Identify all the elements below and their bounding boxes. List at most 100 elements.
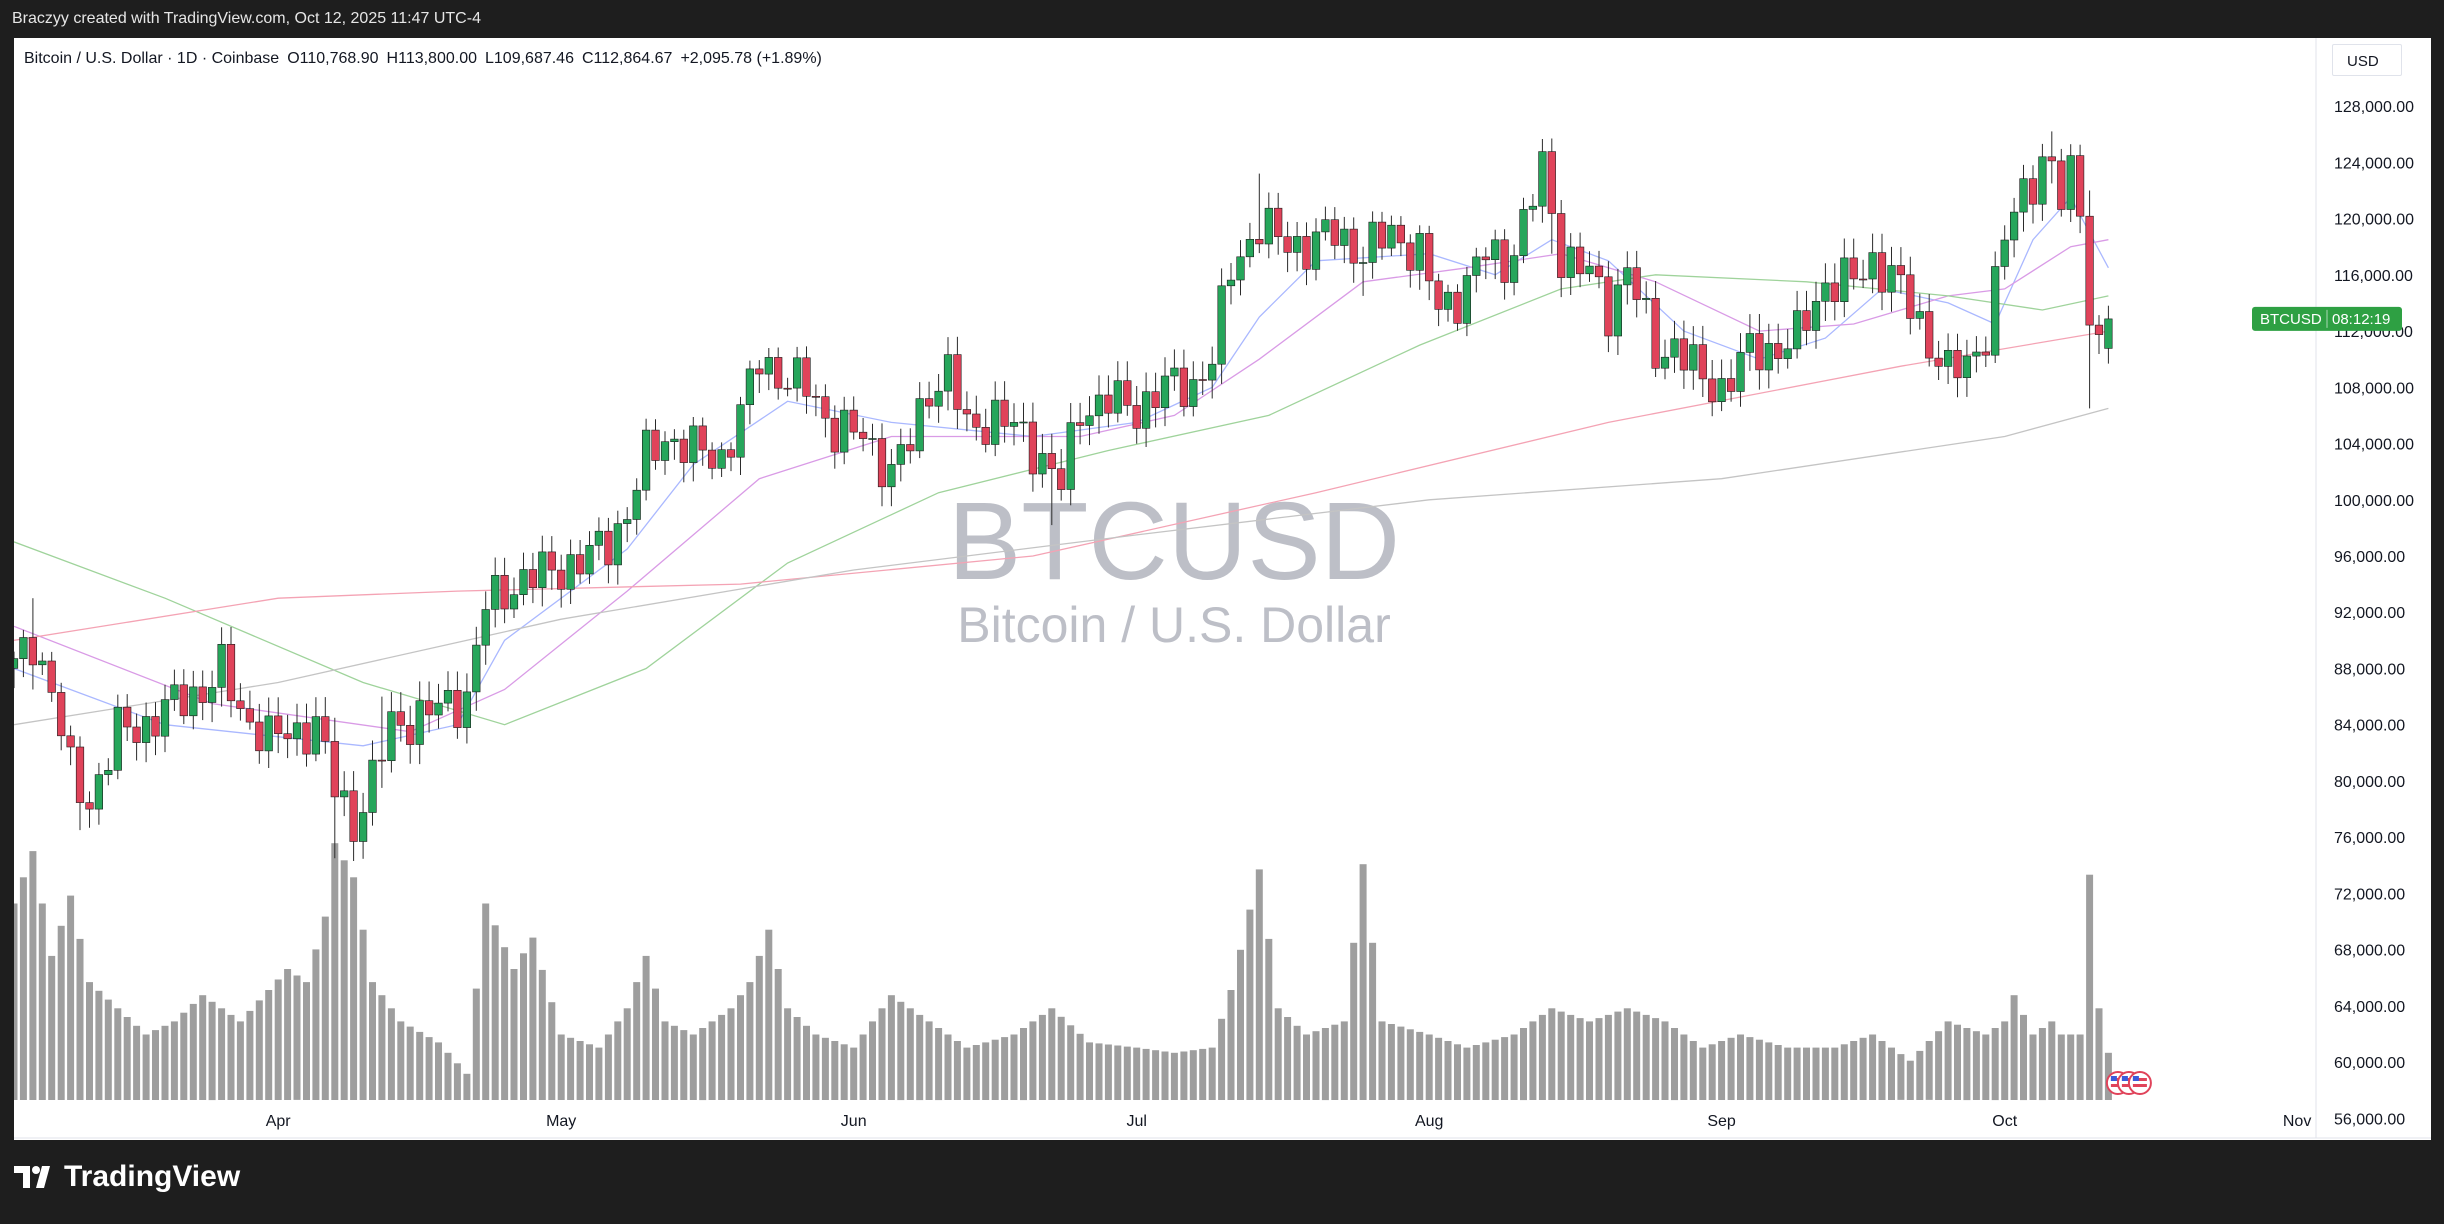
chart-frame[interactable]: BTCUSD Bitcoin / U.S. Dollar 128,000.00 1… — [14, 38, 2431, 1140]
volume-bar — [1152, 1050, 1160, 1100]
candle-body — [321, 716, 330, 742]
volume-bar — [2010, 995, 2018, 1100]
candle-body — [1132, 405, 1141, 429]
volume-bar — [472, 988, 480, 1100]
candle-body — [415, 700, 424, 745]
candle-body — [538, 551, 547, 589]
volume-bar — [1878, 1041, 1886, 1100]
volume-bar — [1972, 1031, 1980, 1100]
candle-body — [1387, 224, 1396, 249]
y-tick-label: 72,000.00 — [2334, 886, 2405, 903]
volume-bar — [1359, 864, 1367, 1100]
candle-body — [1849, 257, 1858, 280]
volume-bar — [746, 982, 754, 1100]
volume-bar — [586, 1044, 593, 1100]
x-tick-label-aug: Aug — [1415, 1113, 1443, 1130]
candle-body — [726, 449, 736, 458]
y-tick-label: 96,000.00 — [2334, 549, 2405, 566]
volume-bar — [1699, 1047, 1707, 1100]
volume-bar — [784, 1008, 792, 1100]
volume-bar — [1548, 1008, 1556, 1100]
candle-body — [1094, 394, 1104, 417]
candle-body — [585, 544, 594, 575]
volume-bar — [840, 1044, 848, 1100]
volume-bar — [1246, 909, 1254, 1100]
candle-body — [142, 716, 151, 743]
candle-body — [1311, 231, 1321, 270]
candle-body — [396, 711, 405, 726]
candle-body — [1330, 219, 1339, 246]
volume-bar — [1538, 1014, 1546, 1100]
candle-body — [594, 530, 603, 546]
currency-button[interactable]: USD — [2332, 44, 2402, 76]
volume-bar — [1057, 1016, 1065, 1100]
candle-body — [1519, 209, 1528, 256]
volume-bar — [529, 937, 537, 1100]
candle-body — [1368, 221, 1377, 263]
candle-body — [972, 413, 981, 428]
volume-bar — [67, 895, 75, 1100]
volume-bar — [1369, 942, 1377, 1100]
volume-bar — [1991, 1028, 1999, 1101]
candle-body — [858, 431, 868, 439]
candle-body — [1481, 256, 1490, 261]
footer-brand: TradingView — [14, 1160, 240, 1194]
candle-body — [1019, 421, 1028, 424]
volume-bar — [991, 1039, 999, 1100]
candle-body — [2085, 215, 2094, 326]
volume-bar — [2020, 1014, 2027, 1101]
volume-bar — [359, 929, 367, 1100]
candle-body — [1925, 311, 1934, 359]
candle-body — [575, 554, 585, 575]
candle-body — [1764, 343, 1773, 371]
volume-bar — [1321, 1028, 1329, 1101]
candle-body — [283, 733, 292, 740]
volume-bar — [1406, 1029, 1414, 1100]
price-chart-svg[interactable]: 128,000.00 124,000.00 120,000.00 116,000.00… — [14, 38, 2431, 1140]
volume-bar — [1001, 1037, 1009, 1100]
x-tick-label-oct: Oct — [1992, 1113, 2017, 1130]
candle-body — [764, 357, 773, 375]
candle-body — [424, 700, 434, 716]
candle-body — [755, 368, 764, 375]
candle-body — [887, 464, 896, 488]
volume-bar — [1133, 1047, 1141, 1100]
candle-body — [1255, 239, 1264, 245]
candle-body — [943, 354, 953, 392]
volume-bar — [520, 953, 527, 1100]
candle-body — [774, 357, 783, 389]
candle-body — [198, 686, 207, 703]
volume-bar — [1869, 1034, 1877, 1100]
volume-bar — [1529, 1021, 1537, 1100]
volume-bar — [1982, 1034, 1990, 1100]
legend-high: H113,800.00 — [386, 50, 477, 67]
volume-bar — [1520, 1028, 1527, 1101]
volume-bar — [1718, 1041, 1726, 1100]
volume-bar — [1746, 1037, 1754, 1100]
volume-bar — [642, 955, 650, 1100]
volume-bar — [944, 1034, 952, 1100]
candle-body — [1104, 394, 1113, 414]
candle-body — [1113, 380, 1122, 414]
volume-bar — [1567, 1014, 1575, 1100]
volume-bar — [463, 1073, 471, 1100]
volume-bar — [1331, 1024, 1339, 1100]
candle-body — [1170, 367, 1179, 377]
y-tick-label: 84,000.00 — [2334, 718, 2405, 735]
volume-bar — [1435, 1037, 1443, 1100]
candle-body — [1425, 233, 1434, 282]
volume-bar — [548, 1002, 556, 1100]
volume-bar — [1831, 1047, 1839, 1100]
tradingview-logo-icon — [14, 1166, 50, 1188]
candle-body — [1859, 278, 1868, 281]
volume-bar — [265, 990, 273, 1100]
candle-body — [453, 689, 462, 728]
y-tick-label: 100,000.00 — [2334, 493, 2414, 510]
candle-body — [1689, 344, 1698, 371]
volume-bar — [1076, 1033, 1084, 1100]
legend-symbol[interactable]: Bitcoin / U.S. Dollar · 1D · Coinbase — [24, 50, 280, 67]
volume-bar — [312, 949, 320, 1100]
volume-bar — [1255, 869, 1263, 1100]
candle-body — [434, 702, 443, 716]
volume-bar — [670, 1025, 678, 1100]
